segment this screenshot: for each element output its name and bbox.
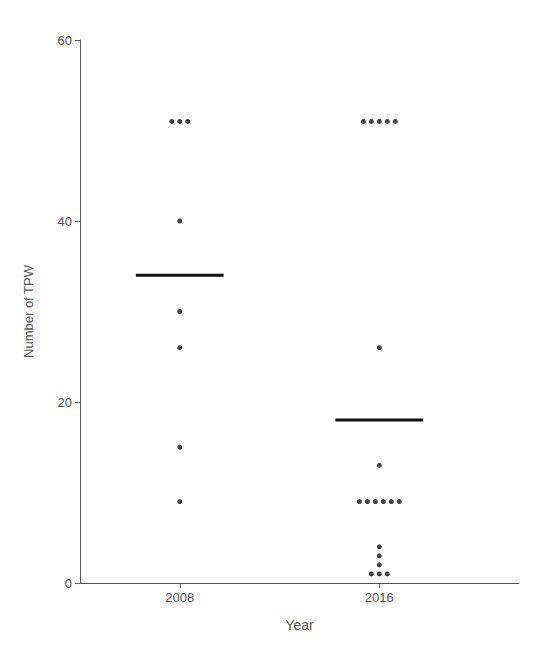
svg-text:Year: Year	[285, 617, 314, 633]
svg-text:60: 60	[58, 33, 72, 48]
svg-text:Number of TPW: Number of TPW	[21, 264, 36, 358]
svg-text:20: 20	[58, 395, 72, 410]
svg-text:40: 40	[58, 214, 72, 229]
svg-text:2008: 2008	[165, 590, 194, 605]
svg-text:2016: 2016	[365, 590, 394, 605]
svg-text:0: 0	[65, 576, 72, 591]
